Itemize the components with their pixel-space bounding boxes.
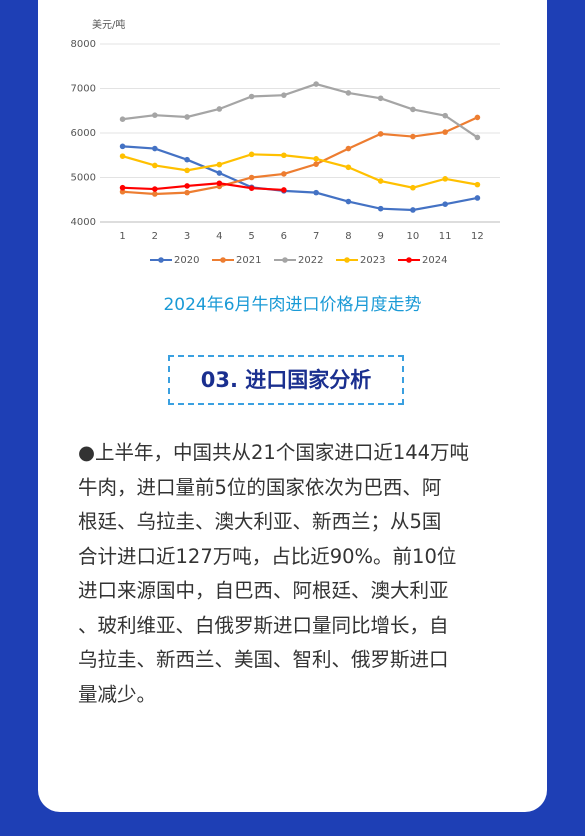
point	[216, 170, 223, 176]
point	[281, 92, 287, 98]
point	[184, 183, 190, 189]
legend-label: 2020	[174, 255, 199, 266]
x-tick-label: 6	[281, 231, 287, 242]
legend-marker	[344, 257, 350, 263]
paragraph: ●上半年，中国共从21个国家进口近144万吨 牛肉，进口量前5位的国家依次为巴西、…	[78, 436, 518, 712]
legend-label: 2023	[360, 255, 385, 266]
point	[313, 189, 319, 196]
legend-label: 2024	[422, 255, 447, 266]
x-tick-label: 10	[407, 231, 420, 242]
y-axis-label: 美元/吨	[92, 18, 125, 31]
point	[345, 145, 352, 152]
x-tick-label: 2	[152, 231, 158, 242]
text-line: 合计进口近127万吨，占比近90%。前10位	[78, 544, 457, 568]
point	[345, 90, 352, 96]
point	[377, 205, 384, 212]
series-line	[122, 116, 478, 196]
legend-label: 2022	[298, 255, 323, 266]
text-line: 进口来源国中，自巴西、阿根廷、澳大利亚	[78, 579, 449, 602]
legend-marker	[158, 257, 164, 263]
point	[248, 151, 255, 158]
point	[152, 191, 158, 197]
x-tick-label: 9	[377, 231, 383, 242]
point	[281, 152, 287, 159]
point	[152, 145, 158, 152]
y-tick-label: 5000	[71, 173, 96, 184]
point	[377, 178, 384, 184]
x-tick-label: 12	[471, 231, 484, 242]
point	[377, 95, 384, 102]
point	[184, 167, 190, 174]
x-tick-label: 4	[216, 231, 222, 242]
point	[474, 134, 481, 141]
x-tick-label: 5	[248, 231, 254, 242]
legend-marker	[406, 257, 412, 263]
heading: 03. 进口国家分析	[168, 355, 404, 405]
legend-marker	[282, 257, 288, 263]
x-tick-label: 11	[439, 231, 452, 242]
text-line: 乌拉圭、新西兰、美国、智利、俄罗斯进口	[78, 648, 449, 671]
series-line	[122, 82, 479, 139]
point	[474, 195, 481, 201]
point	[119, 153, 126, 159]
card	[38, 0, 547, 812]
text-line: 、玻利维亚、白俄罗斯进口量同比增长，自	[78, 613, 449, 637]
point	[410, 184, 416, 191]
point	[442, 112, 448, 119]
point	[345, 164, 352, 171]
text-line: 量减少。	[78, 682, 157, 706]
point	[313, 161, 319, 167]
series-line	[122, 182, 284, 192]
text-line: 根廷、乌拉圭、澳大利亚、新西兰；从5国	[78, 510, 442, 533]
point	[377, 131, 384, 137]
x-tick-label: 7	[313, 231, 319, 242]
point	[442, 129, 448, 135]
x-tick-label: 8	[345, 231, 351, 242]
point	[410, 207, 416, 213]
point	[313, 156, 319, 162]
caption: 2024年6月牛肉进口价格月度走势	[163, 295, 422, 315]
point	[410, 106, 416, 113]
point	[152, 162, 158, 169]
point	[281, 187, 287, 193]
legend-marker	[220, 257, 226, 263]
y-tick-label: 4000	[71, 217, 96, 228]
point	[248, 185, 255, 191]
y-tick-label: 7000	[71, 84, 96, 95]
point	[119, 143, 126, 150]
point	[410, 133, 416, 140]
point	[442, 176, 448, 182]
point	[184, 156, 190, 163]
x-tick-label: 3	[184, 231, 190, 242]
text-line: ●上半年，中国共从21个国家进口近144万吨	[78, 441, 470, 464]
point	[216, 180, 223, 187]
point	[184, 114, 190, 120]
y-tick-label: 8000	[71, 39, 96, 50]
legend-label: 2021	[236, 255, 261, 266]
series-line	[122, 153, 478, 189]
point	[119, 116, 126, 123]
point	[216, 106, 223, 112]
point	[248, 174, 255, 181]
point	[119, 184, 126, 191]
point	[152, 186, 158, 192]
point	[184, 189, 190, 196]
point	[216, 161, 223, 168]
point	[281, 171, 287, 177]
point	[442, 201, 448, 207]
point	[248, 93, 255, 100]
series-line	[122, 145, 478, 212]
point	[313, 81, 319, 87]
point	[119, 188, 126, 195]
point	[474, 181, 481, 188]
point	[345, 198, 352, 205]
point	[152, 112, 158, 118]
x-tick-label: 1	[119, 231, 125, 242]
point	[474, 114, 481, 121]
y-tick-label: 6000	[71, 128, 96, 139]
text-line: 牛肉，进口量前5位的国家依次为巴西、阿	[78, 475, 442, 499]
